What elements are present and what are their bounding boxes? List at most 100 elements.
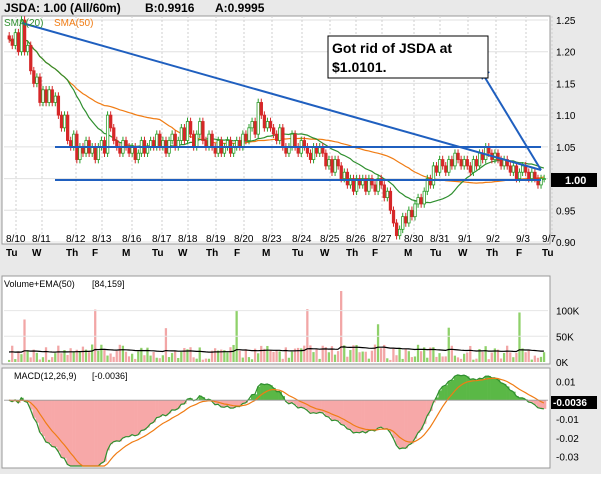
volume-bar bbox=[168, 357, 170, 362]
x-day-label: M bbox=[122, 248, 130, 259]
candle-body bbox=[248, 128, 250, 141]
volume-bar bbox=[488, 359, 490, 362]
x-day-label: M bbox=[404, 248, 412, 259]
x-day-label: Tu bbox=[430, 248, 441, 259]
annotation-line-2: $1.0101. bbox=[332, 59, 387, 75]
x-date-label: 8/12 bbox=[66, 234, 86, 245]
volume-bar bbox=[131, 354, 133, 362]
macd-area-bar bbox=[380, 400, 383, 427]
volume-bar bbox=[73, 351, 75, 362]
candle-body bbox=[202, 121, 204, 140]
macd-area-bar bbox=[331, 400, 334, 420]
x-day-label: Tu bbox=[542, 248, 553, 259]
volume-bar bbox=[60, 353, 62, 362]
price-y-tick: 0.95 bbox=[556, 206, 576, 217]
candle-body bbox=[66, 115, 68, 140]
volume-bar bbox=[69, 348, 71, 362]
candle-body bbox=[94, 147, 96, 160]
candle-body bbox=[174, 134, 176, 147]
volume-bar bbox=[162, 355, 164, 362]
x-date-label: 8/27 bbox=[372, 234, 392, 245]
volume-bar bbox=[426, 358, 428, 362]
candle-body bbox=[512, 166, 514, 172]
volume-bar bbox=[122, 346, 124, 362]
volume-bar bbox=[100, 345, 102, 362]
volume-bar bbox=[380, 348, 382, 362]
candle-body bbox=[54, 96, 56, 102]
volume-bar bbox=[91, 345, 93, 362]
candle-body bbox=[97, 147, 99, 160]
candle-body bbox=[460, 160, 462, 166]
volume-bar bbox=[328, 352, 330, 362]
volume-bar bbox=[137, 352, 139, 362]
volume-y-tick: 100K bbox=[556, 307, 580, 318]
ask-label: A:0.9995 bbox=[215, 1, 265, 15]
macd-area-bar bbox=[125, 400, 128, 437]
volume-bar bbox=[79, 351, 81, 362]
candle-body bbox=[291, 134, 293, 147]
volume-bar bbox=[82, 347, 84, 362]
candle-body bbox=[113, 128, 115, 141]
x-day-label: F bbox=[92, 248, 98, 259]
macd-area-bar bbox=[500, 383, 503, 400]
macd-area-bar bbox=[48, 400, 51, 443]
x-day-label: F bbox=[234, 248, 240, 259]
candle-body bbox=[509, 166, 511, 172]
candle-body bbox=[478, 153, 480, 166]
price-y-axis: 1.251.201.151.101.051.000.950.90 bbox=[556, 16, 576, 249]
volume-bar bbox=[279, 351, 281, 362]
candle-body bbox=[245, 134, 247, 140]
macd-area-bar bbox=[315, 400, 318, 413]
macd-area-bar bbox=[51, 400, 54, 446]
candle-body bbox=[211, 134, 213, 147]
macd-area-bar bbox=[149, 400, 152, 424]
volume-bar bbox=[445, 356, 447, 362]
macd-area-bar bbox=[491, 378, 494, 400]
x-date-label: 8/13 bbox=[92, 234, 112, 245]
candle-body bbox=[208, 134, 210, 147]
candle-body bbox=[420, 198, 422, 204]
candle-body bbox=[534, 172, 536, 178]
x-day-label: Th bbox=[66, 248, 78, 259]
volume-bar bbox=[248, 357, 250, 362]
volume-bar bbox=[156, 358, 158, 362]
macd-area-bar bbox=[94, 400, 97, 466]
volume-bar bbox=[528, 350, 530, 362]
volume-bar bbox=[183, 348, 185, 362]
volume-bar bbox=[57, 346, 59, 362]
macd-area-bar bbox=[156, 400, 159, 418]
volume-bar bbox=[537, 358, 539, 362]
candle-body bbox=[60, 115, 62, 128]
macd-area-bar bbox=[411, 400, 414, 443]
volume-bar bbox=[531, 360, 533, 362]
volume-bar bbox=[358, 352, 360, 362]
candle-body bbox=[17, 33, 19, 52]
candle-body bbox=[14, 33, 16, 46]
macd-area-bar bbox=[113, 400, 116, 442]
macd-area-bar bbox=[119, 400, 122, 441]
volume-bar bbox=[411, 357, 413, 362]
candle-body bbox=[162, 141, 164, 147]
volume-bar bbox=[460, 359, 462, 362]
volume-y-tick: 50K bbox=[556, 332, 574, 343]
annotation-line-1: Got rid of JSDA at bbox=[332, 40, 452, 56]
macd-area-bar bbox=[503, 384, 506, 400]
candle-body bbox=[414, 204, 416, 217]
macd-area-bar bbox=[365, 400, 368, 433]
candle-body bbox=[266, 121, 268, 127]
volume-bar bbox=[232, 345, 234, 362]
last-price-label: 1.00 bbox=[565, 175, 586, 187]
macd-area-bar bbox=[325, 400, 328, 416]
candle-body bbox=[518, 172, 520, 178]
macd-area-bar bbox=[389, 400, 392, 432]
macd-area-bar bbox=[128, 400, 131, 436]
volume-bar bbox=[485, 346, 487, 362]
price-y-tick: 1.20 bbox=[556, 48, 576, 59]
volume-bar bbox=[512, 357, 514, 362]
candle-body bbox=[402, 217, 404, 230]
candle-body bbox=[134, 147, 136, 160]
macd-area-bar bbox=[165, 400, 168, 416]
x-date-label: 9/3 bbox=[516, 234, 530, 245]
macd-area-bar bbox=[312, 400, 315, 412]
